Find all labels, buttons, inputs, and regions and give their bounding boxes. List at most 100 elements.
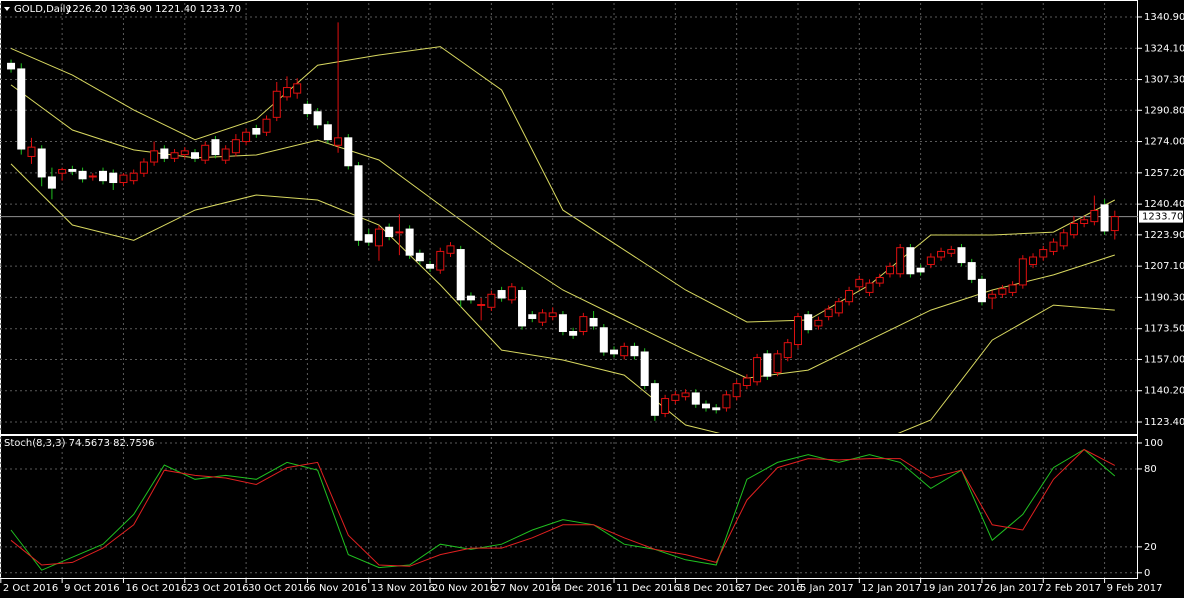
x-tick-label: 9 Oct 2016 [64, 583, 119, 594]
candle-body [640, 351, 649, 387]
candle-body [354, 165, 363, 241]
candle-body [344, 137, 353, 167]
candle-body [109, 172, 118, 184]
candle-body [783, 342, 792, 359]
candle-body [47, 176, 56, 189]
candle-body [732, 383, 741, 398]
candle-body [753, 357, 762, 383]
candle-body [896, 247, 905, 275]
candle-body [293, 83, 302, 94]
candle-body [1029, 256, 1038, 265]
candle-body [937, 250, 946, 258]
candle-body [630, 345, 639, 357]
candle-body [446, 245, 455, 254]
candle-body [824, 308, 833, 318]
y-tick-label: 1257.20 [1144, 168, 1184, 179]
candle-body [620, 345, 629, 357]
candle-body [558, 314, 567, 333]
candle-body [998, 288, 1007, 295]
candle-body [967, 262, 976, 280]
candle-body [17, 68, 26, 150]
candle-body [885, 265, 894, 275]
candle-body [855, 278, 864, 288]
candle-body [58, 168, 67, 174]
candle-body [497, 290, 506, 299]
candle-body [589, 317, 598, 327]
candle-body [190, 152, 199, 159]
candle-body [834, 301, 843, 314]
candle-body [742, 377, 751, 387]
x-tick-label: 9 Feb 2017 [1107, 583, 1163, 594]
candle-body [538, 312, 547, 323]
x-tick-label: 6 Nov 2016 [309, 583, 367, 594]
candle-body [456, 249, 465, 301]
y-tick-label: 1157.00 [1144, 354, 1184, 365]
candle-body [323, 124, 332, 141]
candle-body [518, 290, 527, 327]
y-tick-label: 1274.00 [1144, 137, 1184, 148]
last-price-box [1139, 210, 1183, 223]
candle-body [139, 161, 148, 174]
x-tick-label: 23 Oct 2016 [187, 583, 249, 594]
candle-body [415, 252, 424, 262]
candle-body [242, 131, 251, 143]
candle-body [436, 250, 445, 271]
candle-body [916, 267, 925, 273]
y-tick-label: 1123.40 [1144, 417, 1184, 428]
candle-body [681, 392, 690, 398]
candle-body [99, 170, 108, 182]
stoch-frame [0, 435, 1138, 579]
candle-body [282, 87, 291, 98]
y-tick-label: 1240.40 [1144, 199, 1184, 210]
candle-body [1059, 232, 1068, 247]
last-price-label: 1233.70 [1142, 212, 1183, 223]
x-tick-label: 30 Oct 2016 [248, 583, 310, 594]
candle-body [722, 394, 731, 409]
candle-body [426, 263, 435, 269]
candle-body [374, 228, 383, 247]
x-tick-label: 16 Oct 2016 [125, 583, 187, 594]
candle-body [1049, 241, 1058, 252]
candle-body [569, 331, 578, 336]
x-tick-label: 5 Jan 2017 [800, 583, 854, 594]
candle-body [466, 295, 475, 301]
x-tick-label: 13 Nov 2016 [371, 583, 435, 594]
candle-body [957, 247, 966, 264]
candle-body [27, 146, 36, 157]
stoch-title: Stoch(8,3,3) 74.5673 82.7596 [4, 438, 155, 449]
candle-body [1080, 219, 1089, 224]
candle-body [364, 234, 373, 243]
y-tick-label: 80 [1144, 464, 1157, 475]
x-tick-label: 27 Dec 2016 [739, 583, 803, 594]
candle-body [37, 148, 46, 178]
indicator-line [10, 448, 1116, 571]
candle-body [1110, 216, 1119, 232]
candle-body [845, 290, 854, 303]
x-tick-label: 12 Jan 2017 [861, 583, 921, 594]
candle-body [150, 150, 159, 163]
x-tick-label: 27 Nov 2016 [493, 583, 557, 594]
x-tick-label: 2 Feb 2017 [1045, 583, 1101, 594]
candle-body [988, 293, 997, 299]
collapse-icon [4, 7, 10, 11]
candle-body [395, 231, 404, 234]
indicator-line [10, 448, 1116, 567]
candle-body [78, 170, 87, 180]
candle-body [579, 316, 588, 333]
y-tick-label: 1140.20 [1144, 386, 1184, 397]
candle-body [906, 247, 915, 275]
candle-body [947, 249, 956, 254]
candle-body [814, 319, 823, 327]
candle-body [1018, 258, 1027, 286]
candle-body [926, 256, 935, 265]
candle-body [272, 90, 281, 118]
candle-body [231, 139, 240, 154]
candle-body [610, 349, 619, 355]
candle-body [252, 128, 261, 135]
candle-body [160, 148, 169, 159]
y-tick-label: 1190.30 [1144, 292, 1184, 303]
x-tick-label: 18 Dec 2016 [677, 583, 741, 594]
chart-title: GOLD,Daily [14, 4, 71, 15]
y-tick-label: 1307.30 [1144, 75, 1184, 86]
